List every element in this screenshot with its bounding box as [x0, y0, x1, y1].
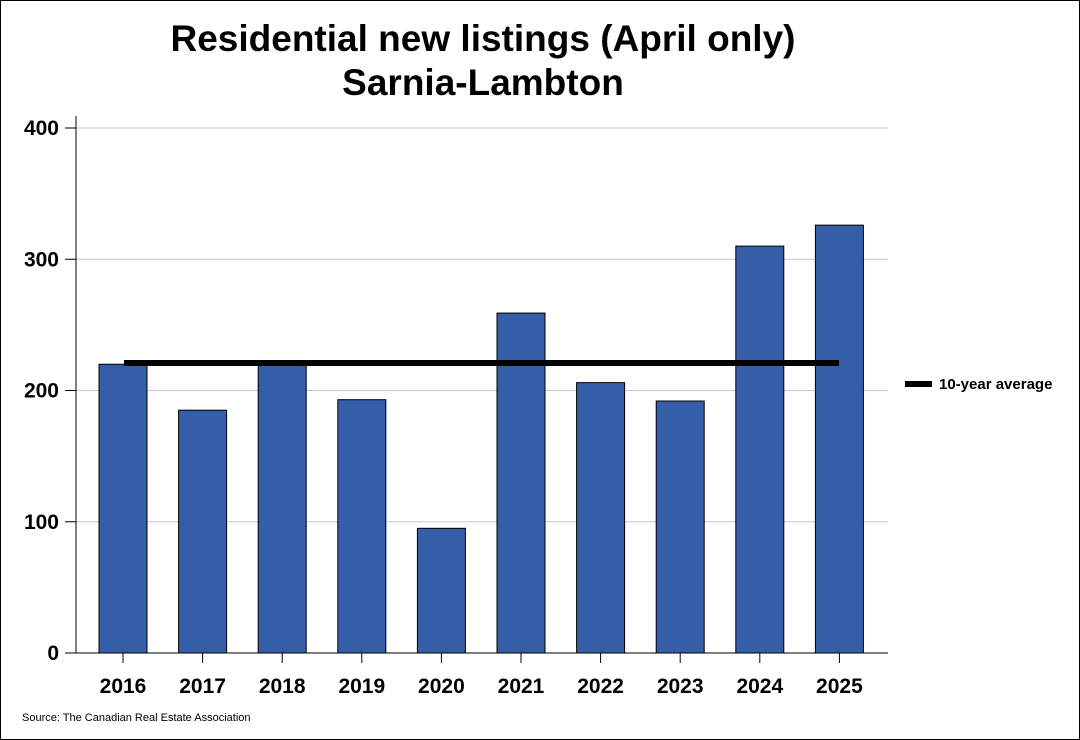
y-tick-label: 200: [24, 380, 59, 403]
x-tick-label: 2019: [338, 675, 385, 698]
x-tick-label: 2016: [100, 675, 147, 698]
bars: [98, 224, 864, 654]
source-note: Source: The Canadian Real Estate Associa…: [22, 712, 251, 724]
x-tick-label: 2018: [259, 675, 306, 698]
axes: 0 100 200 300 400 2016 2017 2018 2019 2020 2021 202…: [24, 116, 888, 698]
bar-2022: [576, 382, 626, 654]
bar-2021: [496, 312, 546, 654]
bar-2024: [735, 245, 785, 654]
bar-2018: [257, 361, 307, 654]
bar-2020: [416, 527, 466, 654]
bar-2019: [337, 399, 387, 654]
bar-2016: [98, 363, 148, 654]
x-tick-label: 2025: [816, 675, 863, 698]
bar-2025: [814, 224, 864, 654]
bar-2023: [655, 400, 705, 654]
chart-subtitle: Sarnia-Lambton: [342, 62, 624, 103]
chart-title: Residential new listings (April only): [170, 18, 796, 59]
y-tick-label: 0: [47, 642, 59, 665]
y-tick-label: 100: [24, 511, 59, 534]
legend: 10-year average: [905, 376, 1052, 393]
x-tick-label: 2020: [418, 675, 465, 698]
bar-2017: [178, 409, 228, 654]
x-tick-label: 2017: [179, 675, 226, 698]
x-tick-label: 2024: [736, 675, 783, 698]
legend-label: 10-year average: [939, 376, 1052, 393]
y-tick-label: 300: [24, 248, 59, 271]
y-tick-label: 400: [24, 117, 59, 140]
x-tick-label: 2023: [657, 675, 704, 698]
x-tick-label: 2021: [498, 675, 545, 698]
x-tick-label: 2022: [577, 675, 624, 698]
